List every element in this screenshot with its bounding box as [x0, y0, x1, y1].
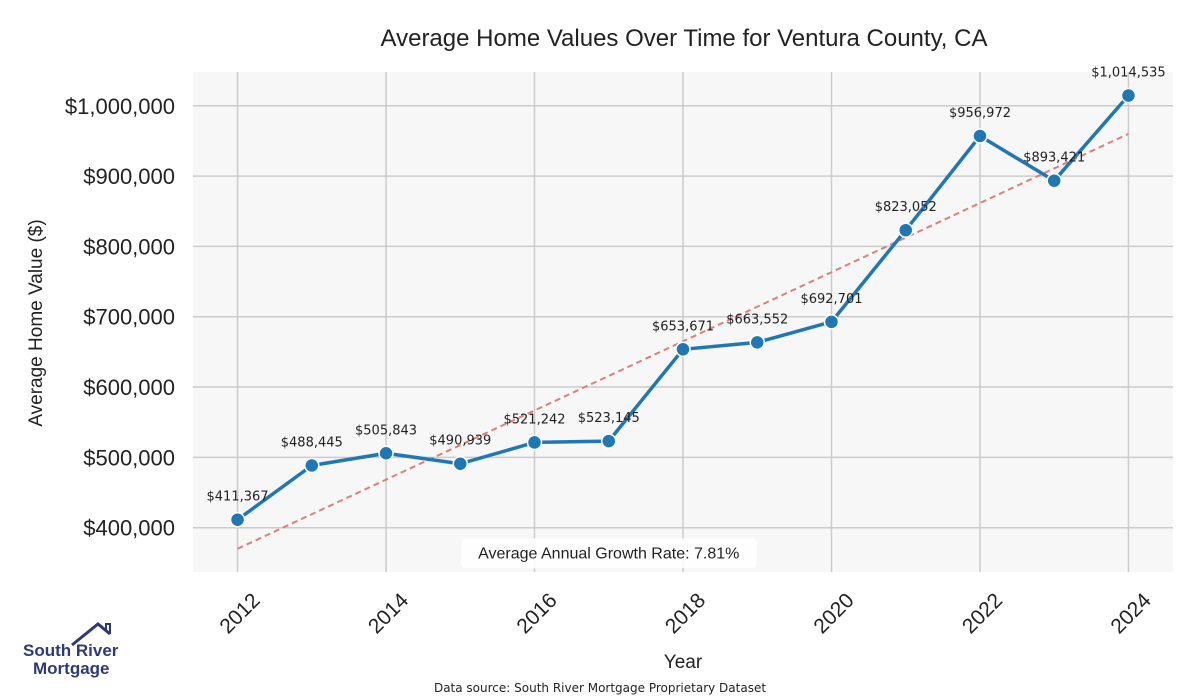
company-logo: South River Mortgage [20, 620, 120, 680]
y-tick-label: $500,000 [83, 445, 175, 470]
data-point [229, 511, 246, 528]
y-tick-label: $400,000 [83, 516, 175, 541]
y-tick-label: $1,000,000 [65, 94, 175, 119]
x-tick-label: 2016 [512, 589, 561, 638]
data-point [675, 341, 691, 358]
x-tick-label: 2012 [215, 589, 264, 638]
data-point [1120, 87, 1137, 104]
logo-line-1: South River [23, 641, 119, 660]
data-label: $692,701 [800, 292, 862, 307]
y-tick-label: $900,000 [83, 164, 175, 189]
data-label: $505,843 [355, 423, 417, 438]
data-label: $663,552 [726, 312, 788, 327]
data-point [304, 457, 320, 474]
y-axis-label: Average Home Value ($) [26, 219, 47, 426]
x-tick-label: 2018 [661, 589, 710, 638]
data-label: $521,242 [503, 412, 565, 427]
house-roof-icon [71, 622, 111, 647]
logo-line-2: Mortgage [33, 659, 110, 678]
data-point [452, 455, 469, 472]
data-label: $893,421 [1023, 151, 1085, 166]
x-tick-label: 2014 [364, 589, 414, 639]
data-point [1046, 172, 1062, 189]
x-tick-label: 2022 [958, 589, 1007, 638]
data-label: $1,014,535 [1091, 66, 1165, 81]
growth-rate-annotation: Average Annual Growth Rate: 7.81% [460, 538, 757, 569]
data-point [823, 314, 840, 330]
data-label: $956,972 [949, 106, 1011, 121]
data-label: $488,445 [281, 435, 343, 450]
data-labels: $411,367 $488,445 $505,843 $490,939 $521,242… [207, 66, 1166, 505]
data-label: $523,145 [578, 411, 640, 426]
x-axis-label: Year [664, 652, 703, 673]
data-points [229, 87, 1137, 528]
data-point [897, 222, 914, 238]
annotation-box [460, 538, 757, 569]
y-tick-label: $700,000 [83, 305, 175, 330]
y-tick-label: $800,000 [83, 234, 175, 259]
y-axis-ticks: $400,000 $500,000 $600,000 $700,000 $800,000… [65, 94, 175, 541]
data-label: $411,367 [207, 490, 269, 505]
data-point [526, 434, 543, 451]
data-point [749, 334, 765, 351]
data-point [972, 128, 988, 144]
x-tick-label: 2020 [809, 589, 858, 638]
x-tick-label: 2024 [1106, 589, 1156, 639]
data-label: $823,052 [875, 200, 937, 215]
chart-title: Average Home Values Over Time for Ventur… [381, 25, 988, 52]
data-label: $490,939 [429, 434, 491, 449]
annotation-text: Average Annual Growth Rate: 7.81% [478, 545, 739, 562]
data-point [601, 433, 617, 449]
trend-line [237, 132, 1129, 550]
x-axis-ticks: 2012 2014 2016 2018 2020 2022 2024 [215, 589, 1155, 639]
data-source-note: Data source: South River Mortgage Propri… [433, 681, 767, 695]
data-label: $653,671 [652, 319, 714, 334]
y-tick-label: $600,000 [83, 375, 175, 400]
data-point [378, 445, 394, 462]
